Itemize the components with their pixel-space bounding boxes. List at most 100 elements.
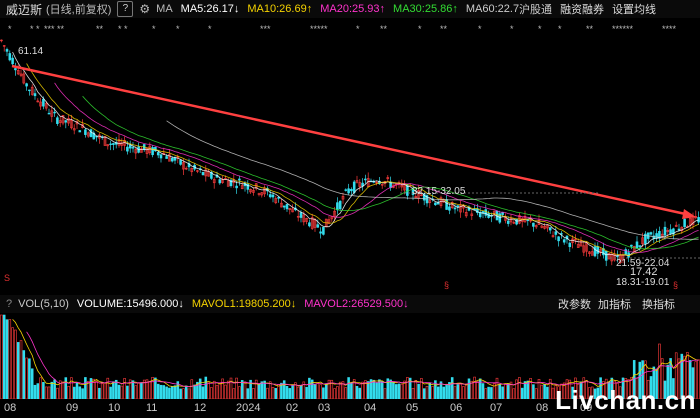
volume-bar (156, 383, 160, 400)
candle-body (355, 180, 359, 183)
volume-bar (462, 386, 465, 400)
x-tick: 2024 (236, 402, 261, 414)
candle-body (436, 202, 440, 205)
volume-bar (481, 383, 485, 400)
x-tick: 08 (536, 402, 549, 414)
x-tick: 12 (194, 402, 207, 414)
add-indicator-button[interactable]: 加指标 (598, 299, 631, 311)
volume-bar (2, 314, 6, 400)
candle-body (568, 242, 572, 248)
volume-bar (394, 384, 398, 400)
candle-body (635, 241, 639, 249)
x-tick: 09 (580, 402, 593, 414)
volume-bar (47, 386, 51, 400)
volume-bar (515, 379, 518, 400)
volume-bar (72, 386, 76, 400)
volume-bar (285, 385, 289, 400)
volume-bar (431, 386, 434, 400)
change-params-button[interactable]: 改参数 (558, 299, 591, 311)
volume-bar (532, 384, 535, 400)
candle-body (296, 215, 300, 218)
ma-label: MA (156, 3, 173, 15)
candle-body (658, 231, 661, 239)
candle-body (72, 128, 76, 131)
candle-body (638, 245, 642, 247)
candle-body (159, 154, 163, 159)
candle-body (338, 200, 342, 210)
volume-chart[interactable] (0, 313, 700, 400)
mavol-line-5 (12, 319, 699, 388)
candle-body (641, 237, 644, 244)
volume-bar (100, 383, 104, 400)
candle-body (534, 225, 538, 228)
candle-body (11, 57, 14, 65)
volume-bar (375, 382, 378, 400)
candle-body (126, 146, 129, 152)
candle-body (607, 253, 611, 260)
candle-body (168, 154, 171, 162)
candle-body (674, 224, 678, 227)
volume-bar (476, 381, 479, 400)
gear-icon[interactable]: ⚙ (139, 2, 151, 16)
candle-body (358, 182, 362, 187)
candle-body (484, 209, 488, 216)
volume-bar (411, 388, 415, 400)
price-label-range3: 18.31-19.01 (616, 277, 670, 288)
candle-body (655, 233, 658, 239)
period-mode[interactable]: (日线,前复权) (46, 4, 112, 16)
volume-bar (428, 382, 432, 400)
candle-body (190, 168, 194, 173)
candle-body (282, 205, 286, 208)
price-chart[interactable]: 61.14 32.15-32.05 21.59-22.04 17.42 18.3… (0, 18, 700, 290)
candle-body (128, 144, 132, 149)
link-set-ma[interactable]: 设置均线 (612, 4, 657, 16)
candle-body (56, 117, 59, 124)
volume-help-icon[interactable]: ? (6, 298, 13, 310)
candle-body (240, 185, 244, 190)
candle-body (554, 231, 558, 235)
volume-bar (456, 384, 460, 400)
candle-body (532, 222, 535, 227)
ma5-value: MA5:26.17 (180, 3, 234, 15)
x-tick: 04 (364, 402, 377, 414)
candle-body (19, 73, 23, 76)
candle-body (78, 130, 82, 133)
volume-bar (201, 386, 205, 400)
volume-bar (14, 329, 17, 400)
candle-body (319, 231, 322, 234)
candle-body (8, 53, 12, 61)
candle-body (58, 120, 62, 123)
candle-body (540, 225, 544, 228)
volume-bar (126, 385, 129, 400)
switch-indicator-button[interactable]: 换指标 (642, 299, 675, 311)
volume-header: ? VOL(5,10) VOLUME:15496.000 ↓ MAVOL1:19… (0, 295, 700, 313)
link-margin-trading[interactable]: 融资融券 (560, 4, 605, 16)
volume-bar (282, 380, 286, 400)
volume-bar (268, 381, 272, 400)
volume-bar (25, 357, 28, 400)
volume-bar (103, 382, 107, 400)
candle-body (2, 45, 6, 47)
candle-body (352, 181, 356, 193)
x-tick: 07 (490, 402, 503, 414)
price-label-low: 17.42 (630, 266, 658, 278)
candle-body (322, 226, 325, 235)
help-button[interactable]: ? (117, 1, 134, 17)
candle-body (644, 233, 647, 244)
volume-bar (44, 386, 48, 400)
candle-body (501, 212, 504, 215)
volume-bar (184, 385, 188, 400)
volume-bar (366, 381, 370, 400)
volume-bar (81, 388, 84, 400)
price-label-high: 61.14 (18, 46, 44, 57)
candle-body (529, 219, 532, 222)
volume-bar (271, 387, 275, 400)
event-marker-2: § (444, 280, 450, 290)
volume-bar (372, 379, 376, 400)
volume-bar (0, 314, 3, 400)
candle-body (649, 232, 653, 235)
volume-bar (414, 380, 418, 400)
link-hk-connect[interactable]: 沪股通 (519, 4, 553, 16)
volume-bar (75, 382, 79, 400)
candle-body (16, 70, 20, 75)
